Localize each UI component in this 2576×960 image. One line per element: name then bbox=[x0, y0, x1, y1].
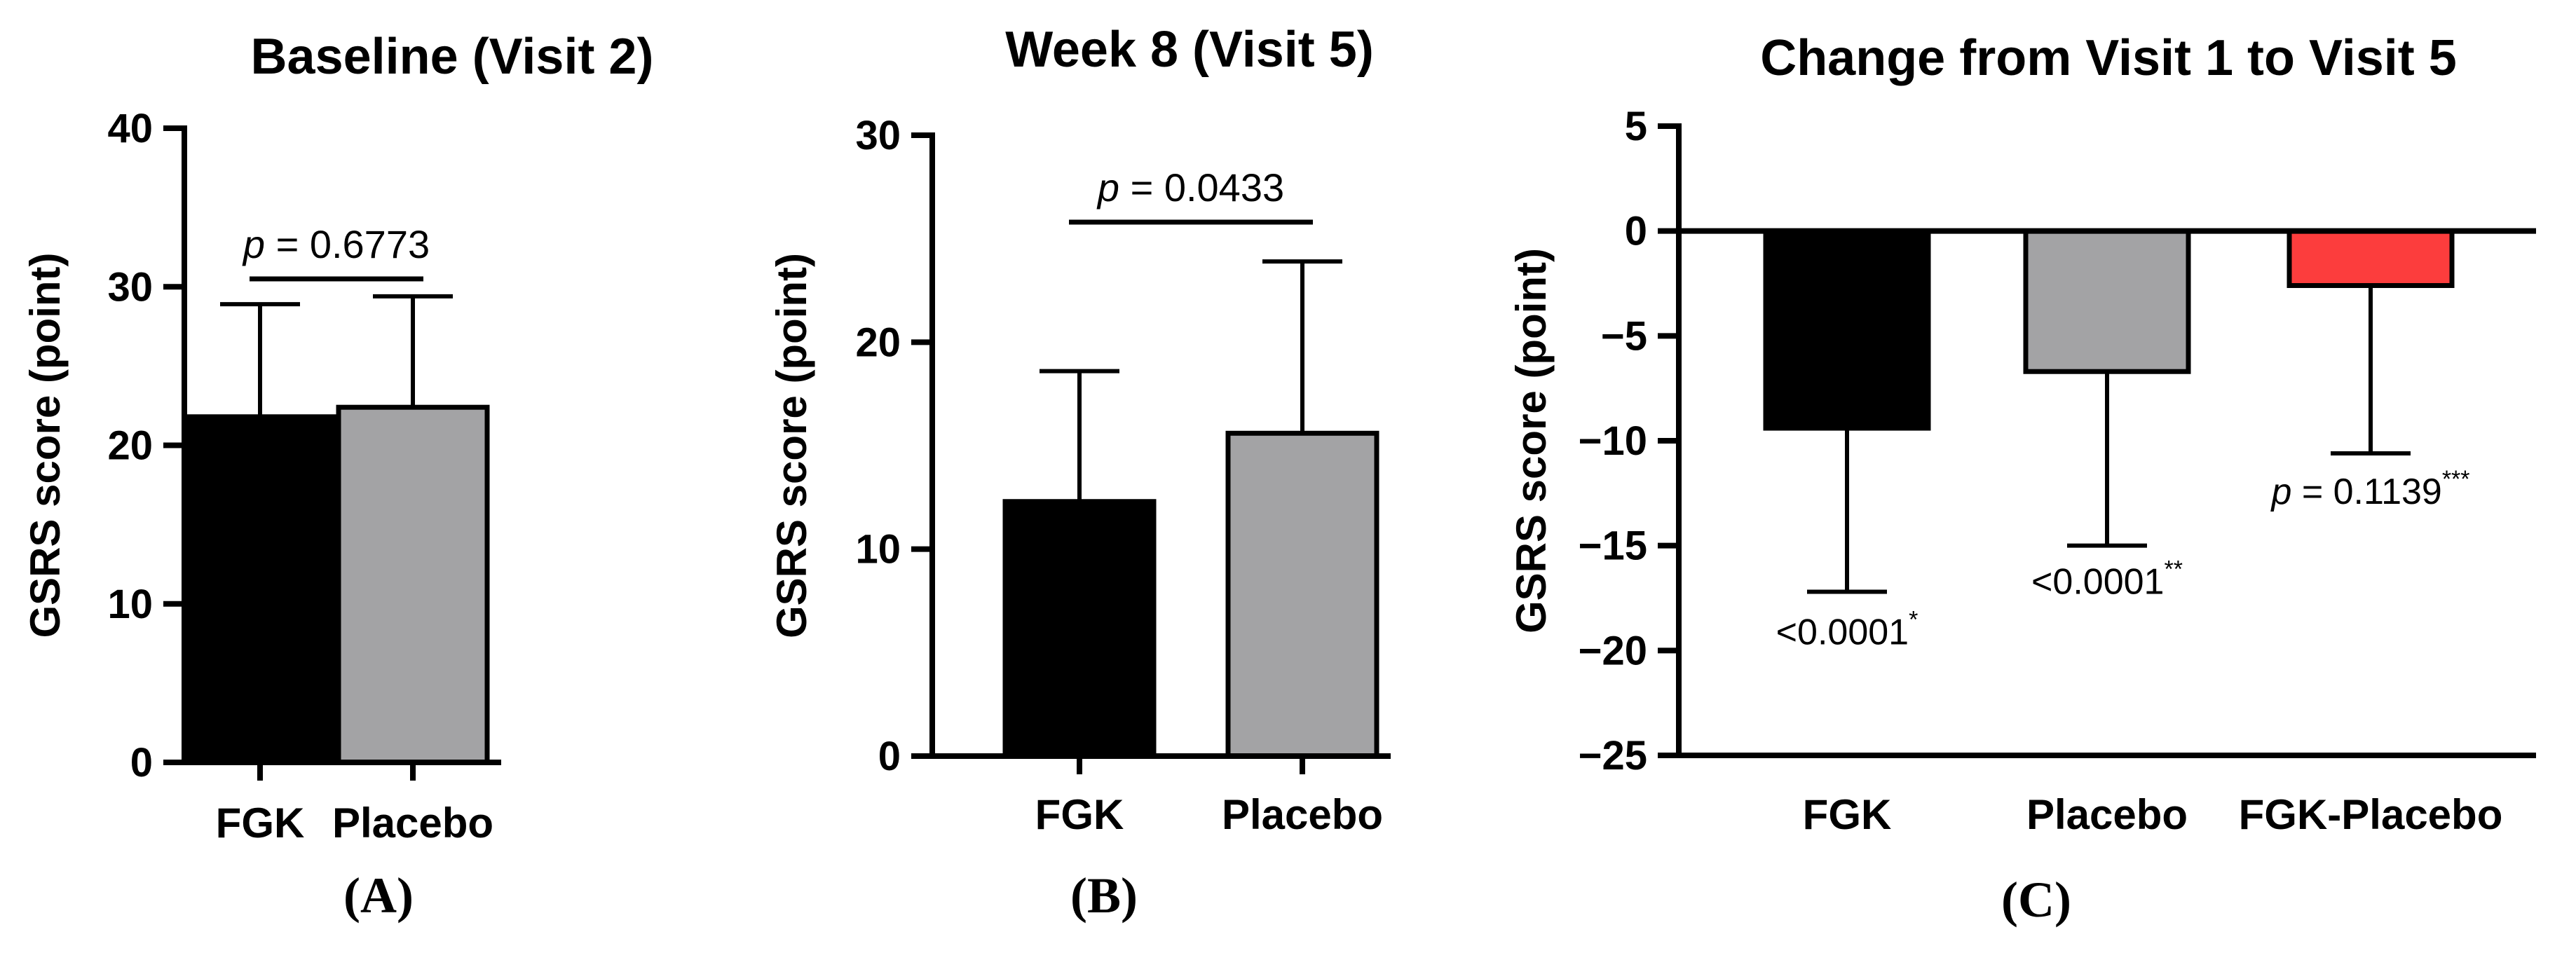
panel-label: (A) bbox=[343, 868, 414, 924]
y-tick-label: 20 bbox=[855, 320, 901, 365]
p-value-label: p = 0.6773 bbox=[242, 222, 430, 266]
y-axis-label: GSRS score (point) bbox=[768, 253, 815, 638]
y-tick-label: 0 bbox=[878, 734, 901, 779]
panel-c: Change from Visit 1 to Visit 5 GSRS score… bbox=[1508, 30, 2536, 928]
bar-placebo bbox=[1225, 430, 1379, 759]
category-label: Placebo bbox=[332, 800, 493, 846]
p-value: <0.0001 bbox=[2031, 562, 2164, 603]
y-tick-label: −25 bbox=[1579, 733, 1647, 779]
panel-label: (B) bbox=[1070, 868, 1138, 924]
bar-placebo bbox=[2023, 228, 2191, 374]
category-label: FGK bbox=[1803, 791, 1892, 838]
chart-title: Change from Visit 1 to Visit 5 bbox=[1760, 30, 2457, 86]
category-label: FGK-Placebo bbox=[2239, 791, 2503, 838]
p-symbol: p bbox=[2270, 472, 2291, 512]
category-label: FGK bbox=[216, 800, 305, 846]
significance-marker: *** bbox=[2442, 466, 2470, 493]
p-symbol: p bbox=[242, 222, 265, 266]
p-value: = 0.0433 bbox=[1119, 165, 1284, 210]
bar-fgk-placebo bbox=[2287, 228, 2455, 288]
category-label: FGK bbox=[1035, 791, 1124, 838]
y-tick-label: 30 bbox=[107, 264, 153, 310]
y-tick-label: 20 bbox=[107, 423, 153, 469]
bar-fgk bbox=[183, 414, 337, 765]
bar-placebo bbox=[336, 404, 490, 765]
y-tick-label: −20 bbox=[1579, 628, 1647, 673]
bar-fgk bbox=[1763, 228, 1931, 431]
p-value: <0.0001 bbox=[1776, 612, 1909, 652]
p-value-label: <0.0001** bbox=[2031, 556, 2183, 603]
p-value: = 0.1139 bbox=[2291, 472, 2441, 512]
p-value-label: <0.0001* bbox=[1776, 606, 1919, 652]
significance-marker: ** bbox=[2164, 556, 2182, 583]
y-tick-label: −5 bbox=[1601, 313, 1647, 359]
y-tick-label: −10 bbox=[1579, 418, 1647, 464]
y-tick-label: 0 bbox=[1625, 209, 1647, 254]
category-label: Placebo bbox=[1222, 791, 1383, 838]
chart-title: Week 8 (Visit 5) bbox=[1005, 22, 1374, 78]
panel-a: Baseline (Visit 2) GSRS score (point) 0 10 2… bbox=[22, 29, 653, 924]
y-tick-label: 0 bbox=[130, 740, 153, 786]
y-tick-label: 40 bbox=[107, 106, 153, 151]
y-tick-label: 5 bbox=[1625, 104, 1647, 149]
bar-fgk bbox=[1002, 499, 1157, 759]
y-tick-label: 10 bbox=[107, 582, 153, 627]
y-tick-label: 10 bbox=[855, 527, 901, 572]
significance-marker: * bbox=[1909, 606, 1918, 633]
panel-b: Week 8 (Visit 5) GSRS score (point) 0 10 20 3… bbox=[768, 22, 1391, 924]
y-axis-label: GSRS score (point) bbox=[22, 252, 69, 638]
y-tick-label: −15 bbox=[1579, 523, 1647, 569]
y-tick-label: 30 bbox=[855, 113, 901, 158]
p-value-label: p = 0.0433 bbox=[1096, 165, 1284, 210]
category-label: Placebo bbox=[2026, 791, 2188, 838]
panel-label: (C) bbox=[2001, 872, 2071, 928]
p-value-label: p = 0.1139*** bbox=[2270, 466, 2469, 512]
p-value: = 0.6773 bbox=[265, 222, 430, 266]
y-axis-label: GSRS score (point) bbox=[1508, 248, 1555, 633]
chart-title: Baseline (Visit 2) bbox=[251, 29, 654, 85]
p-symbol: p bbox=[1096, 165, 1119, 210]
